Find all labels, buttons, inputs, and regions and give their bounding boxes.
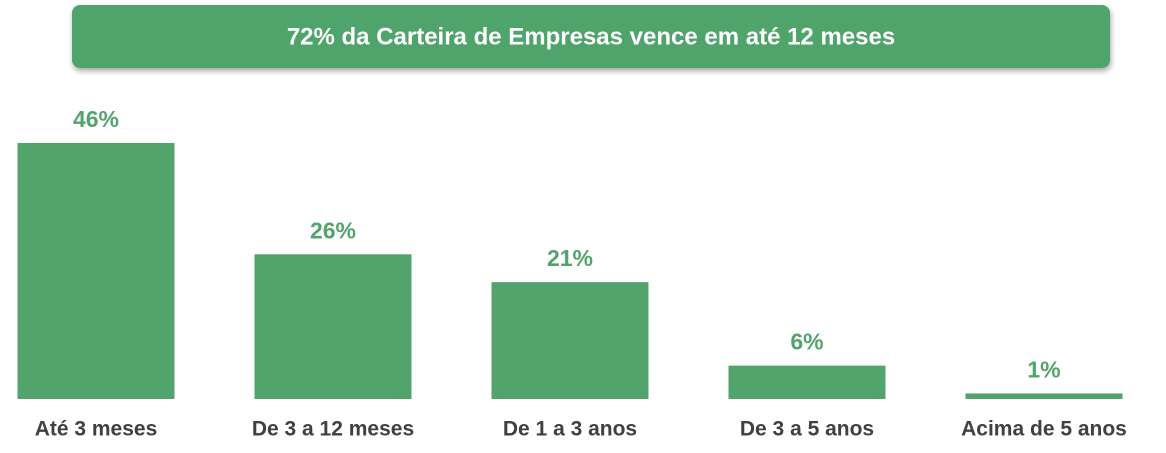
x-tick-label: De 1 a 3 anos bbox=[503, 418, 637, 441]
bar bbox=[965, 393, 1123, 399]
chart-title: 72% da Carteira de Empresas vence em até… bbox=[287, 23, 895, 50]
bar bbox=[254, 254, 412, 399]
x-tick-label: De 3 a 5 anos bbox=[740, 418, 874, 441]
data-label: 1% bbox=[1027, 357, 1060, 383]
x-tick-label: De 3 a 12 meses bbox=[252, 418, 414, 441]
data-label: 46% bbox=[73, 106, 119, 132]
data-label: 26% bbox=[310, 217, 356, 243]
data-label: 21% bbox=[547, 245, 593, 271]
title-banner bbox=[72, 5, 1110, 68]
x-tick-label: Até 3 meses bbox=[35, 418, 158, 441]
data-label: 6% bbox=[790, 329, 823, 355]
bar bbox=[728, 365, 886, 399]
x-tick-label: Acima de 5 anos bbox=[961, 418, 1127, 441]
bar bbox=[17, 143, 175, 399]
bar bbox=[491, 282, 649, 399]
